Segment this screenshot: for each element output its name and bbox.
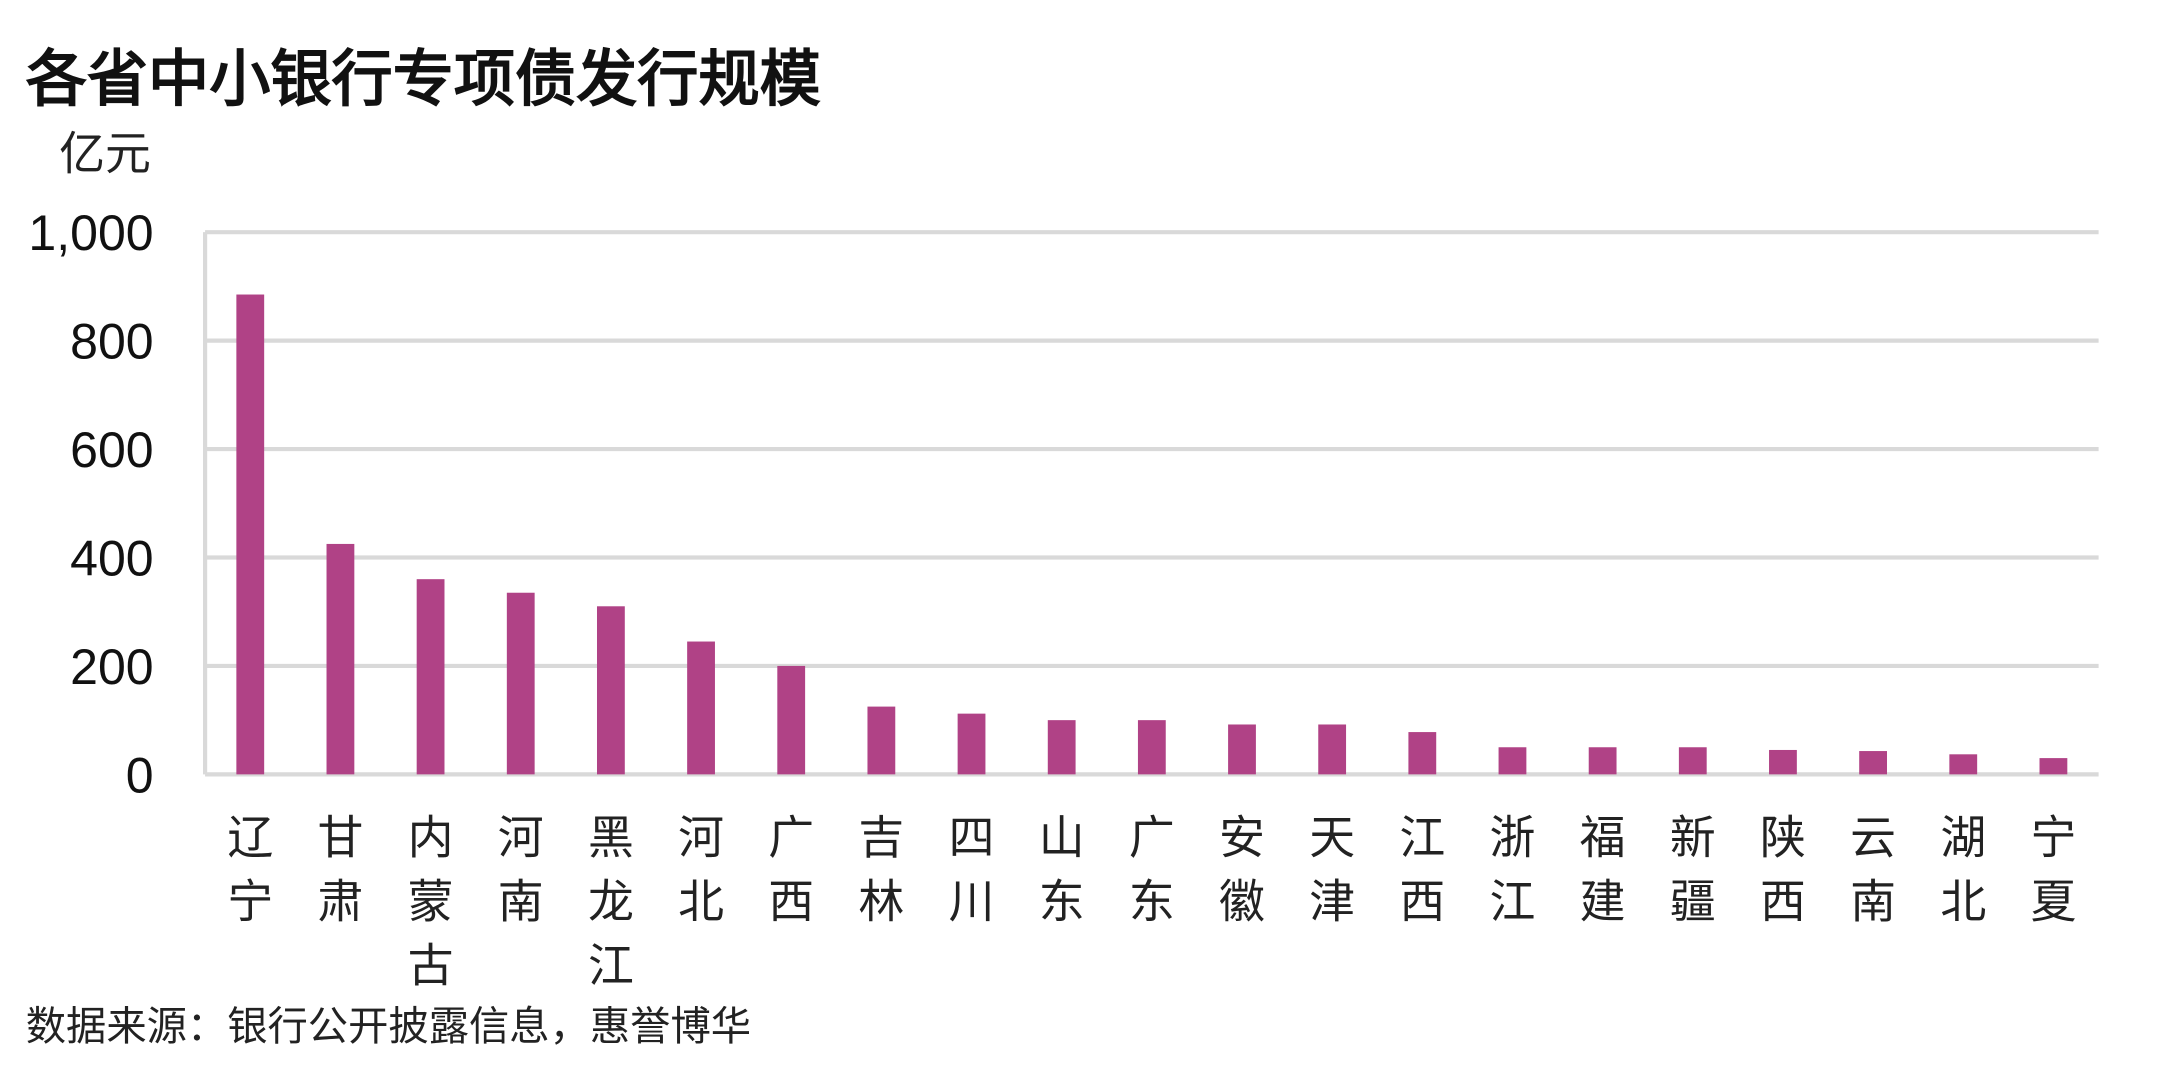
- x-category-label: 甘肃: [317, 811, 363, 929]
- bar: [326, 543, 355, 775]
- y-tick-label: 1,000: [28, 205, 153, 261]
- x-category-label: 宁夏: [2030, 811, 2076, 929]
- bar: [596, 606, 625, 775]
- bar: [1678, 747, 1707, 775]
- bar: [1408, 732, 1437, 775]
- x-category-label: 辽宁: [227, 811, 273, 929]
- bar: [1769, 749, 1797, 775]
- y-axis-unit-label: 亿元: [59, 127, 151, 181]
- x-category-label: 天津: [1309, 811, 1355, 929]
- x-category-label: 黑龙江: [588, 811, 634, 993]
- gridlines: [205, 230, 2099, 777]
- x-category-label: 陕西: [1760, 811, 1806, 929]
- bar: [1949, 754, 1978, 775]
- x-category-label: 四川: [949, 811, 995, 929]
- x-category-label: 广西: [768, 811, 814, 929]
- bar: [1228, 724, 1256, 775]
- bar: [416, 579, 445, 775]
- bar: [687, 641, 715, 775]
- y-tick-label: 600: [70, 422, 153, 478]
- bar: [236, 294, 265, 775]
- y-tick-label: 0: [126, 747, 154, 803]
- x-category-label: 湖北: [1940, 811, 1986, 929]
- bar: [1047, 720, 1076, 775]
- x-category-label: 新疆: [1670, 811, 1716, 929]
- bar: [506, 592, 535, 775]
- bars: [236, 294, 2068, 775]
- bar: [867, 706, 896, 775]
- bar: [1318, 724, 1347, 775]
- y-tick-label: 200: [70, 639, 153, 695]
- y-axis-ticks: 0 200 400 600 800 1,000: [28, 205, 153, 803]
- x-category-label: 江西: [1399, 811, 1445, 929]
- x-category-label: 河北: [678, 811, 724, 929]
- bar: [1498, 747, 1527, 775]
- x-category-label: 浙江: [1490, 811, 1536, 929]
- y-tick-label: 400: [70, 531, 153, 587]
- source-note: 数据来源：银行公开披露信息，惠誉博华: [26, 1003, 751, 1050]
- bar: [1137, 720, 1166, 775]
- chart-title: 各省中小银行专项债发行规模: [26, 44, 821, 115]
- x-category-label: 安徽: [1219, 811, 1265, 929]
- bar: [2039, 758, 2068, 775]
- y-tick-label: 800: [70, 314, 153, 370]
- x-category-label: 吉林: [858, 811, 904, 929]
- x-category-label: 福建: [1580, 811, 1626, 929]
- x-category-label: 云南: [1850, 811, 1896, 929]
- x-category-label: 河南: [498, 811, 544, 929]
- x-category-label: 内蒙古: [408, 811, 454, 993]
- x-category-label: 广东: [1129, 811, 1175, 929]
- x-category-label: 山东: [1039, 811, 1085, 929]
- bar: [957, 713, 986, 775]
- bar: [1588, 747, 1617, 775]
- bar: [1859, 751, 1888, 775]
- bar: [777, 665, 806, 775]
- x-axis-category-labels: 辽宁甘肃内蒙古河南黑龙江河北广西吉林四川山东广东安徽天津江西浙江福建新疆陕西云南…: [227, 811, 2076, 993]
